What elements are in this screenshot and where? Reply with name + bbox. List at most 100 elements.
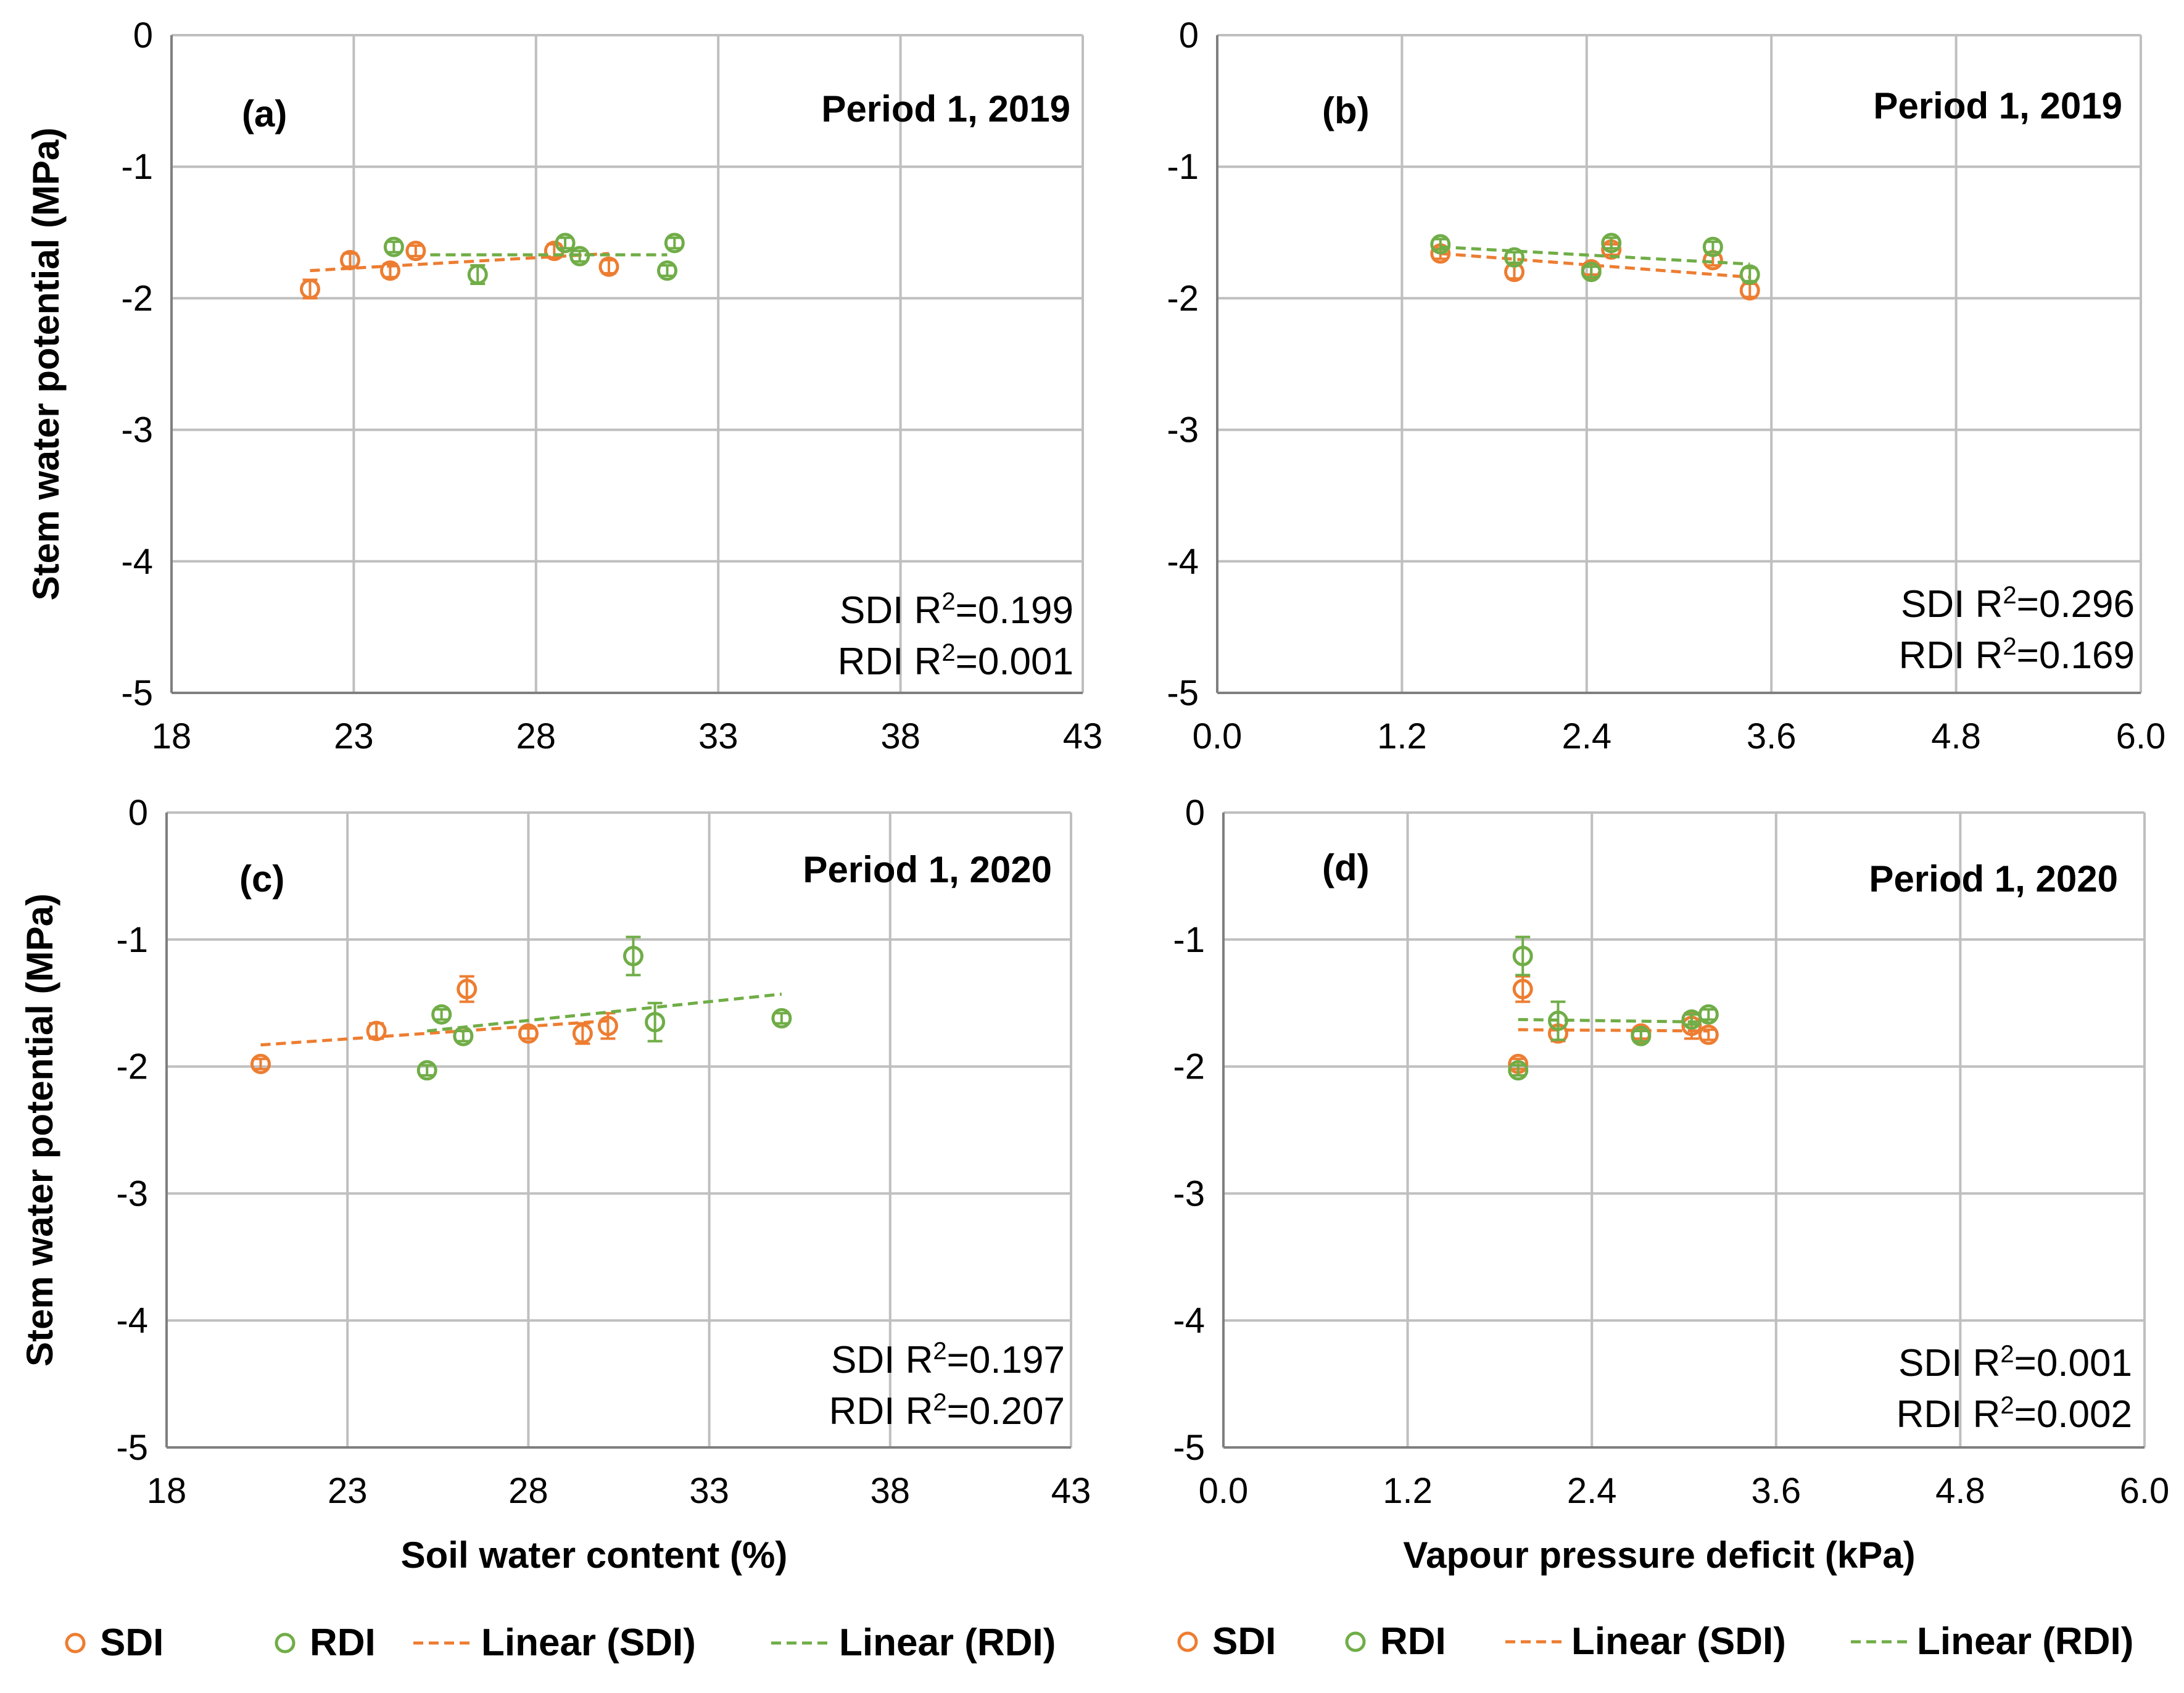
data-point-rdi [467,264,488,285]
y-tick-label: -1 [1173,920,1205,960]
data-point-sdi [1512,979,1533,1000]
rdi-r2-label-value: =0.207 [947,1390,1065,1433]
x-tick-label: 33 [689,1471,729,1511]
x-tick-label: 6.0 [2116,716,2166,756]
legend-label-linear-sdi: Linear (SDI) [481,1621,696,1664]
rdi-r2-label-prefix: RDI R [838,640,942,683]
sdi-r2-label: SDI R2=0.296 [1901,582,2135,626]
rdi-r2-label-value: =0.001 [956,640,1073,683]
data-point-sdi [598,256,619,277]
legend-label-linear-rdi: Linear (RDI) [1917,1620,2133,1663]
data-point-sdi [366,1020,387,1041]
legend-marker-sdi [65,1633,86,1654]
chart-panel-b: 0.0 1.2 2.4 3.6 4.8 6.0 0 -1 -2 -3 -4 -5 Period 1, 2… [1167,15,2165,756]
x-tick-label: 2.4 [1567,1471,1617,1511]
x-tick-label: 18 [147,1471,187,1511]
chart-panel-c: 18 23 28 33 38 43 0 -1 -2 -3 -4 -5 Period 1, 2020 (c)… [19,793,1091,1576]
sdi-r2-label: SDI R2=0.197 [831,1338,1065,1381]
data-point-rdi [1508,1060,1529,1081]
x-tick-label: 4.8 [1935,1471,1985,1511]
legend-label-sdi: SDI [1212,1620,1276,1663]
trendline-sdi [1518,1028,1709,1033]
y-tick-label: 0 [128,793,148,833]
sdi-r2-label-prefix: SDI R [831,1339,933,1381]
sdi-r2-label-value: =0.197 [947,1339,1065,1381]
chart-title: Period 1, 2019 [1873,85,2122,126]
data-point-sdi [457,979,478,1000]
y-tick-label: -3 [121,410,153,450]
sdi-r2-label-superscript: 2 [2000,1341,2014,1368]
y-axis-label: Stem water potential (MPa) [25,128,67,601]
data-point-rdi [664,233,685,254]
y-tick-label: 0 [1179,15,1199,56]
x-tick-label: 43 [1051,1471,1091,1511]
sdi-r2-label: SDI R2=0.001 [1898,1341,2132,1385]
chart-title: Period 1, 2020 [1869,858,2118,900]
data-point-sdi [518,1023,539,1044]
legend-2: SDI RDI Linear (SDI) Linear (RDI) [1177,1620,2133,1663]
legend-label-rdi: RDI [1380,1620,1446,1663]
data-point-rdi [431,1004,452,1025]
sdi-r2-label-prefix: SDI R [1901,583,2003,626]
legend-1: SDI RDI Linear (SDI) Linear (RDI) [65,1621,1056,1664]
trendline-rdi [426,992,782,1033]
y-tick-label: -2 [121,278,153,318]
rdi-r2-label-prefix: RDI R [1899,634,2003,677]
rdi-r2-label-superscript: 2 [941,639,955,666]
sdi-r2-label-superscript: 2 [933,1338,946,1365]
x-tick-label: 6.0 [2120,1471,2170,1511]
panel-label: (d) [1322,847,1370,888]
data-point-rdi [453,1025,474,1046]
rdi-r2-label: RDI R2=0.001 [838,639,1073,683]
data-point-sdi [339,250,360,271]
x-tick-label: 4.8 [1931,716,1981,756]
sdi-r2-label-prefix: SDI R [840,589,941,632]
rdi-r2-label-value: =0.002 [2014,1393,2132,1436]
y-tick-label: -3 [1173,1174,1205,1214]
data-point-sdi [405,241,426,262]
x-tick-label: 2.4 [1561,716,1611,756]
rdi-r2-label-value: =0.169 [2017,634,2135,677]
data-point-sdi [300,278,321,299]
x-tick-label: 0.0 [1193,716,1243,756]
sdi-r2-label-value: =0.001 [2014,1342,2132,1385]
data-point-sdi [250,1053,271,1074]
data-point-sdi [379,260,400,281]
data-point-rdi [1581,262,1602,283]
legend-marker-sdi [1177,1631,1198,1652]
rdi-r2-label-prefix: RDI R [829,1390,933,1433]
y-tick-label: -1 [116,920,148,960]
sdi-r2-label-superscript: 2 [941,588,955,615]
y-tick-label: -5 [121,673,153,713]
chart-title: Period 1, 2019 [821,88,1070,130]
data-point-sdi [1698,1024,1719,1045]
x-tick-label: 28 [516,716,556,756]
rdi-r2-label: RDI R2=0.169 [1899,633,2135,677]
chart-panel-d: 0.0 1.2 2.4 3.6 4.8 6.0 0 -1 -2 -3 -4 -5 Period 1, 2… [1173,793,2169,1576]
sdi-r2-label-prefix: SDI R [1898,1342,2000,1385]
y-tick-label: -2 [1173,1047,1205,1087]
data-point-rdi [555,233,576,254]
data-point-sdi [597,1016,618,1037]
data-point-rdi [1702,236,1723,257]
y-axis-label: Stem water potential (MPa) [19,893,60,1367]
chart-title: Period 1, 2020 [803,849,1052,890]
data-point-rdi [771,1008,792,1029]
rdi-r2-label-superscript: 2 [933,1389,946,1416]
trendline-rdi [1440,245,1750,266]
sdi-r2-label: SDI R2=0.199 [840,588,1073,632]
data-point-rdi [1601,233,1622,254]
rdi-r2-label-superscript: 2 [2003,633,2016,660]
y-tick-label: -3 [1167,410,1199,450]
x-tick-label: 23 [328,1471,368,1511]
y-tick-label: -4 [1173,1301,1205,1341]
rdi-r2-label: RDI R2=0.207 [829,1389,1065,1433]
data-point-rdi [569,246,590,267]
y-tick-label: -2 [1167,278,1199,318]
rdi-r2-label: RDI R2=0.002 [1897,1392,2132,1436]
data-point-rdi [623,946,643,967]
y-tick-label: -5 [116,1428,148,1468]
data-point-rdi [656,260,677,281]
data-point-rdi [1739,264,1760,285]
x-tick-label: 3.6 [1747,716,1797,756]
